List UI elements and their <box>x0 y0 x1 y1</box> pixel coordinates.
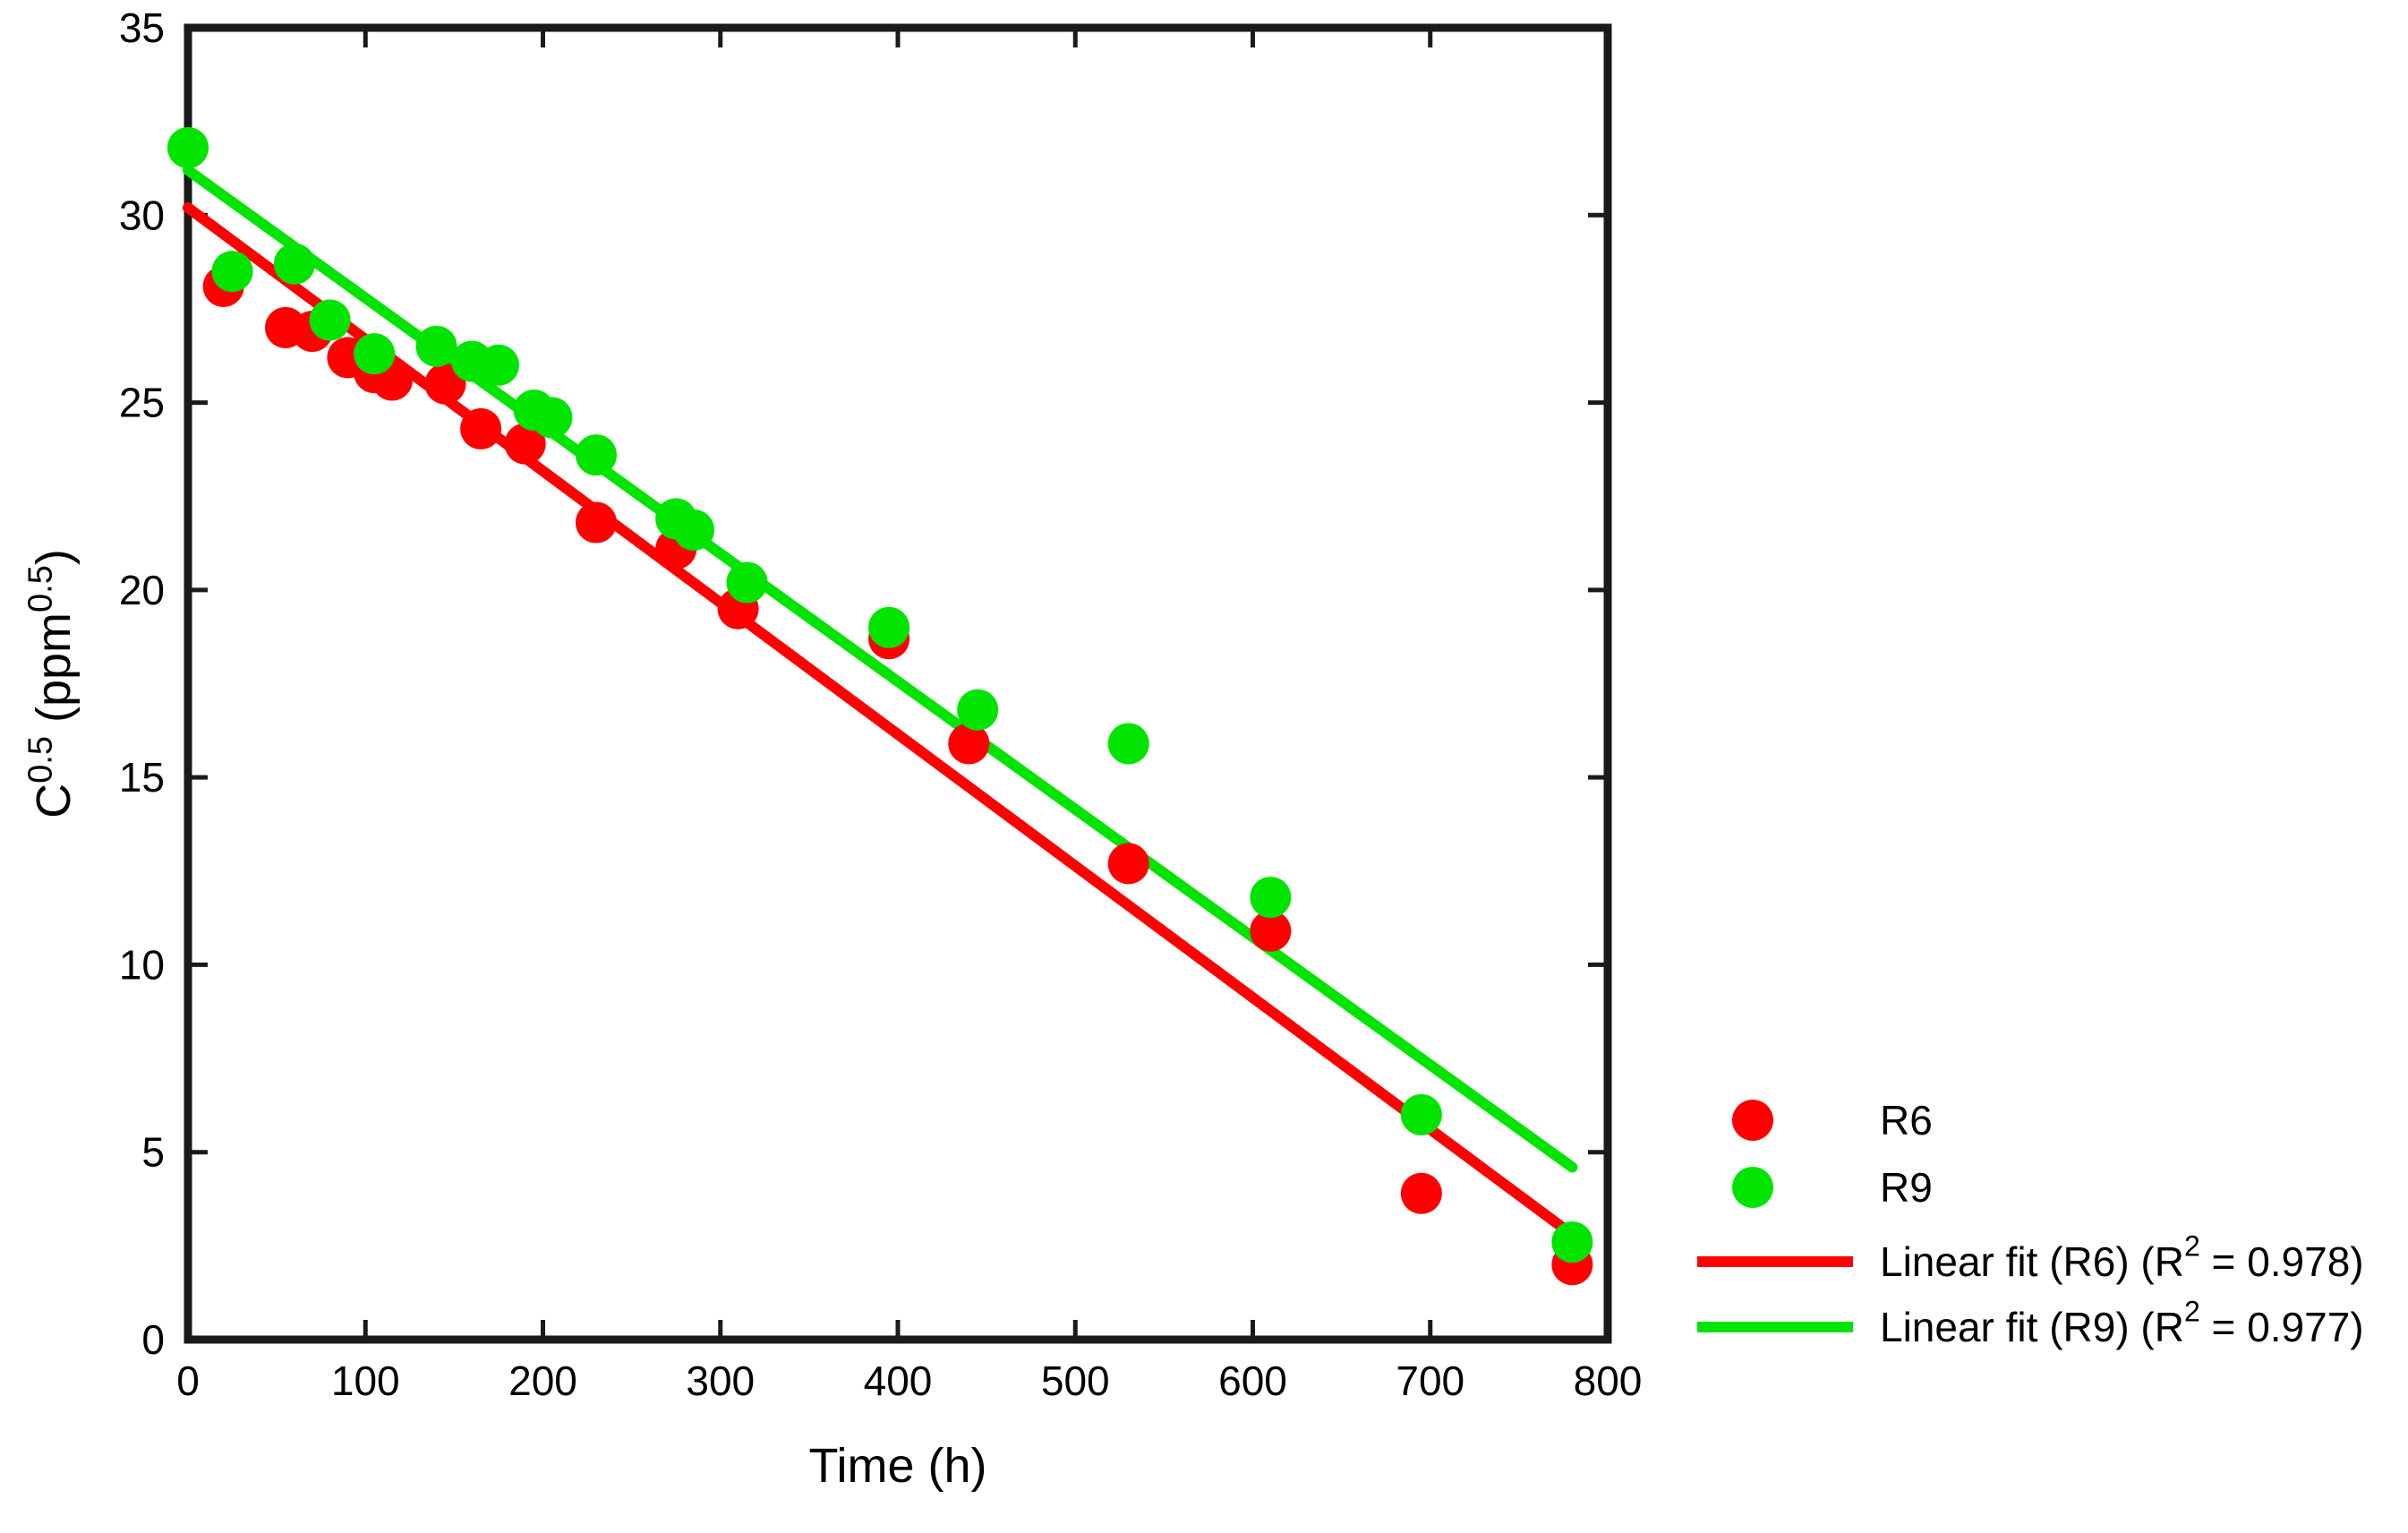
x-tick-label: 800 <box>1574 1357 1643 1404</box>
data-point-r9 <box>211 251 253 293</box>
x-tick-label: 500 <box>1041 1357 1110 1404</box>
x-tick-label: 0 <box>176 1357 200 1404</box>
y-tick-label: 20 <box>119 567 165 613</box>
data-point-r6 <box>504 423 546 465</box>
data-point-r9 <box>477 344 519 386</box>
data-point-r9 <box>726 561 768 604</box>
data-point-r6 <box>1400 1172 1442 1214</box>
data-point-r9 <box>309 299 351 341</box>
data-point-r9 <box>868 606 910 648</box>
legend-marker-icon <box>1732 1100 1773 1141</box>
data-point-r6 <box>460 407 502 450</box>
data-point-r9 <box>957 689 999 731</box>
data-point-r9 <box>1400 1093 1442 1135</box>
fit-line-r6 <box>183 201 1578 1240</box>
data-point-r9 <box>167 126 209 168</box>
y-tick-label: 0 <box>141 1316 165 1363</box>
data-point-r6 <box>948 723 990 765</box>
x-tick-label: 600 <box>1218 1357 1287 1404</box>
legend-item-4: Linear fit (R9) (R2 = 0.977) <box>1697 1296 2364 1350</box>
y-tick-label: 30 <box>119 192 165 238</box>
data-point-r9 <box>273 243 315 285</box>
y-tick-label: 25 <box>119 380 165 426</box>
legend-label: R6 <box>1880 1097 1933 1143</box>
x-tick-label: 100 <box>331 1357 400 1404</box>
data-point-r9 <box>575 434 617 476</box>
legend-label: R9 <box>1880 1164 1933 1211</box>
y-tick-label: 10 <box>119 941 165 988</box>
x-tick-label: 200 <box>508 1357 577 1404</box>
x-tick-label: 700 <box>1396 1357 1464 1404</box>
legend-item-3: Linear fit (R6) (R2 = 0.978) <box>1697 1230 2364 1285</box>
data-point-r6 <box>1250 910 1292 952</box>
y-tick-label: 5 <box>141 1129 165 1176</box>
data-point-r9 <box>531 397 573 439</box>
x-tick-label: 300 <box>686 1357 755 1404</box>
data-point-r6 <box>575 501 617 544</box>
data-point-r9 <box>673 509 715 551</box>
legend-label: Linear fit (R9) (R2 = 0.977) <box>1880 1296 2364 1350</box>
x-tick-label: 400 <box>864 1357 933 1404</box>
legend-item-2: R9 <box>1732 1164 1933 1211</box>
data-point-r9 <box>1551 1221 1593 1263</box>
y-tick-label: 35 <box>119 4 165 51</box>
legend-marker-icon <box>1732 1167 1773 1208</box>
series-r9 <box>167 126 1593 1263</box>
y-tick-label: 15 <box>119 754 165 801</box>
data-point-r9 <box>415 325 457 367</box>
x-axis-label: Time (h) <box>809 1439 987 1493</box>
data-point-r9 <box>1250 877 1292 919</box>
data-point-r6 <box>1107 843 1149 885</box>
y-axis-label: C0.5 (ppm0.5) <box>21 549 81 818</box>
legend-label: Linear fit (R6) (R2 = 0.978) <box>1880 1230 2364 1285</box>
data-point-r9 <box>1107 723 1149 765</box>
legend-item-1: R6 <box>1732 1097 1933 1143</box>
data-point-r9 <box>354 333 396 375</box>
